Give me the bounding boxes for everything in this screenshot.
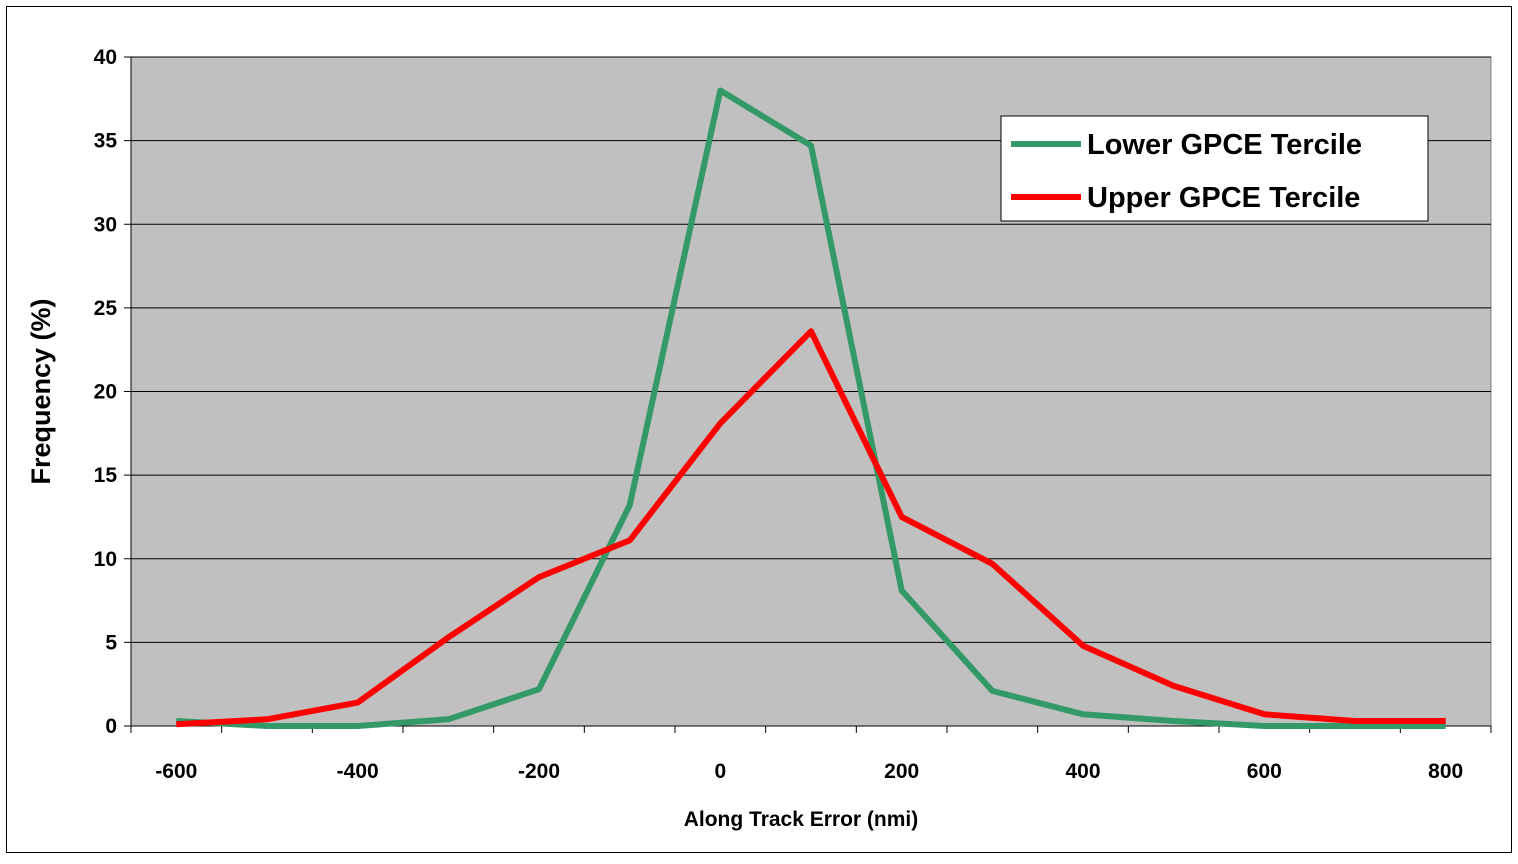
y-tick-label: 15 xyxy=(94,464,118,487)
x-tick-label: 0 xyxy=(714,760,726,783)
legend-box xyxy=(1000,115,1429,222)
legend-label: Lower GPCE Tercile xyxy=(1087,129,1362,161)
y-tick-label: 25 xyxy=(94,297,118,320)
y-tick-label: 30 xyxy=(94,213,117,236)
x-tick-label: 800 xyxy=(1428,760,1463,783)
series-line-upper-gpce-tercile xyxy=(176,328,1446,728)
x-tick-label: 200 xyxy=(884,760,919,783)
y-tick-label: 5 xyxy=(105,631,117,654)
x-tick-label: -600 xyxy=(155,760,197,783)
legend: Lower GPCE Tercile Upper GPCE Tercile xyxy=(1000,115,1429,222)
grid-lines xyxy=(131,56,1491,643)
y-tick-label: 40 xyxy=(94,46,117,69)
x-tick-label: 600 xyxy=(1247,760,1282,783)
y-tick-label: 0 xyxy=(105,715,117,738)
x-tick-label: -200 xyxy=(518,760,560,783)
y-tick-label: 20 xyxy=(94,381,117,404)
x-tick-label: -400 xyxy=(337,760,379,783)
series-line-lower-gpce-tercile xyxy=(176,87,1446,729)
y-tick-label: 10 xyxy=(94,548,117,571)
legend-label: Upper GPCE Tercile xyxy=(1087,182,1360,214)
series-lines xyxy=(176,87,1446,729)
x-tick-label: 400 xyxy=(1065,760,1100,783)
y-tick-label: 35 xyxy=(94,130,118,153)
x-axis-title: Along Track Error (nmi) xyxy=(684,808,919,831)
axes: 0 5 10 15 20 25 30 35 40 -600 -400 -200 0 200 400 600 80… xyxy=(94,46,1492,783)
y-axis-title: Frequency (%) xyxy=(26,298,56,484)
